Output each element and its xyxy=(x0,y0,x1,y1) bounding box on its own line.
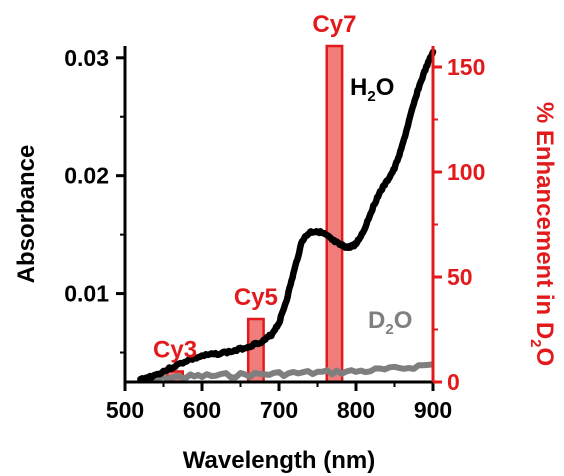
x-tick-label: 800 xyxy=(337,397,375,423)
axes-layer: 500 600 700 800 900 0.01 0.02 0.03 0 50 100 150 xyxy=(64,45,485,423)
y-right-tick-label: 0 xyxy=(447,369,460,395)
bar-label-cy5: Cy5 xyxy=(234,284,278,311)
y-left-tick-label: 0.03 xyxy=(64,45,109,71)
x-tick-label: 600 xyxy=(183,397,221,423)
bar-label-cy7: Cy7 xyxy=(312,11,356,38)
bar-label-cy3: Cy3 xyxy=(153,337,197,364)
y-right-tick-label: 150 xyxy=(447,54,485,80)
y-left-tick-label: 0.01 xyxy=(64,281,109,307)
y-right-axis-title: % Enhancement in D2O xyxy=(527,102,558,366)
labels-layer: Cy3 Cy5 Cy7 H2O D2O Wavelength (nm) Absorbance… xyxy=(13,11,558,474)
y-right-tick-label: 100 xyxy=(447,159,485,185)
bars-layer xyxy=(166,44,344,384)
y-right-tick-label: 50 xyxy=(447,264,473,290)
x-axis-title: Wavelength (nm) xyxy=(183,447,375,474)
bar-cy7 xyxy=(325,44,344,384)
x-tick-label: 500 xyxy=(106,397,144,423)
series-label-h2o: H2O xyxy=(350,74,394,105)
y-left-axis-title: Absorbance xyxy=(13,145,40,284)
series-line-d2o xyxy=(140,361,434,383)
series-line-h2o xyxy=(137,48,437,383)
series-label-d2o: D2O xyxy=(368,307,412,338)
lines-layer xyxy=(137,48,437,383)
y-left-tick-label: 0.02 xyxy=(64,163,109,189)
x-tick-label: 900 xyxy=(414,397,452,423)
x-tick-label: 700 xyxy=(260,397,298,423)
